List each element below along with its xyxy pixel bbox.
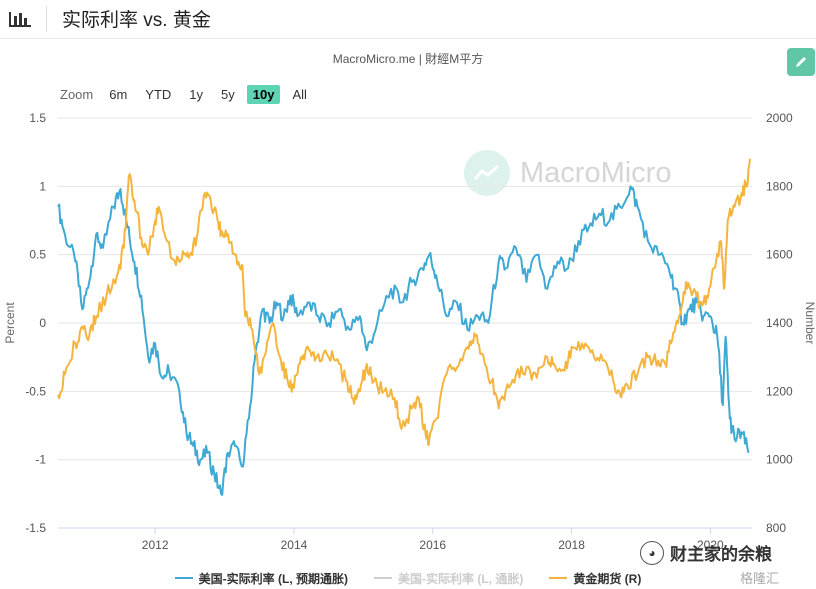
legend-item-real-rate[interactable]: 美国-实际利率 (L, 通胀) bbox=[374, 570, 523, 587]
zoom-bar: Zoom 6m YTD 1y 5y 10y All bbox=[60, 83, 319, 105]
legend-label-gold-futures: 黄金期货 (R) bbox=[573, 571, 642, 586]
top-bar: 实际利率 vs. 黄金 bbox=[0, 0, 816, 39]
zoom-all-button[interactable]: All bbox=[292, 86, 307, 102]
y-right-tick-label: 2000 bbox=[766, 111, 793, 125]
legend-item-gold-futures[interactable]: 黄金期货 (R) bbox=[549, 570, 641, 587]
source-watermark-text: 财主家的余粮 bbox=[670, 545, 772, 564]
y-right-tick-label: 1600 bbox=[766, 248, 793, 262]
macromicro-logo-icon bbox=[464, 150, 510, 196]
y-left-tick-label: -1 bbox=[35, 453, 46, 467]
y-right-axis-title: Number bbox=[803, 302, 816, 345]
bar-chart-icon[interactable] bbox=[8, 10, 32, 28]
y-left-tick-label: -0.5 bbox=[25, 384, 46, 398]
pencil-icon bbox=[796, 57, 806, 67]
legend: 美国-实际利率 (L, 预期通胀) 美国-实际利率 (L, 通胀) 黄金期货 (… bbox=[0, 570, 816, 586]
zoom-5y-button[interactable]: 5y bbox=[221, 86, 235, 102]
y-left-tick-label: 1.5 bbox=[29, 111, 46, 125]
x-tick-label: 2012 bbox=[142, 538, 169, 552]
legend-item-real-rate-expected[interactable]: 美国-实际利率 (L, 预期通胀) bbox=[174, 570, 348, 587]
legend-swatch-real-rate-expected bbox=[174, 577, 193, 579]
macromicro-logo-text: MacroMicro bbox=[520, 156, 672, 189]
x-tick-label: 2020 bbox=[697, 538, 724, 552]
zoom-10y-button[interactable]: 10y bbox=[246, 84, 281, 104]
legend-swatch-gold-futures bbox=[549, 577, 568, 579]
y-left-tick-label: -1.5 bbox=[25, 521, 46, 535]
y-right-tick-label: 1800 bbox=[766, 179, 793, 193]
y-left-tick-label: 1 bbox=[39, 179, 46, 193]
secondary-watermark: 格隆汇 bbox=[740, 571, 780, 586]
zoom-6m-button[interactable]: 6m bbox=[109, 86, 128, 102]
y-right-tick-label: 1400 bbox=[766, 316, 793, 330]
legend-label-real-rate-expected: 美国-实际利率 (L, 预期通胀) bbox=[198, 571, 348, 586]
zoom-1y-button[interactable]: 1y bbox=[189, 86, 204, 102]
series-line-gold-futures bbox=[57, 158, 752, 446]
y-right-tick-label: 800 bbox=[766, 521, 786, 535]
macromicro-logo-watermark: MacroMicro bbox=[464, 150, 671, 196]
x-tick-label: 2014 bbox=[281, 538, 308, 552]
x-tick-label: 2016 bbox=[419, 538, 446, 552]
x-tick-label: 2018 bbox=[558, 538, 585, 552]
series-line-real-rate-expected bbox=[57, 185, 750, 496]
edit-button[interactable] bbox=[787, 48, 815, 76]
zoom-label: Zoom bbox=[60, 86, 94, 102]
wechat-icon: ◕ bbox=[640, 540, 664, 565]
legend-swatch-real-rate bbox=[374, 577, 392, 579]
zoom-ytd-button[interactable]: YTD bbox=[145, 86, 172, 102]
y-left-tick-label: 0 bbox=[39, 316, 46, 330]
y-left-axis-title: Percent bbox=[3, 302, 17, 344]
y-right-tick-label: 1200 bbox=[766, 384, 793, 398]
y-left-tick-label: 0.5 bbox=[29, 248, 46, 262]
page-title: 实际利率 vs. 黄金 bbox=[62, 10, 211, 31]
source-watermark: ◕ 财主家的余粮 bbox=[640, 540, 772, 565]
legend-label-real-rate: 美国-实际利率 (L, 通胀) bbox=[398, 571, 524, 586]
divider bbox=[46, 6, 47, 32]
y-right-tick-label: 1000 bbox=[766, 453, 793, 467]
chart-credit: MacroMicro.me | 財經M平方 bbox=[332, 52, 484, 66]
